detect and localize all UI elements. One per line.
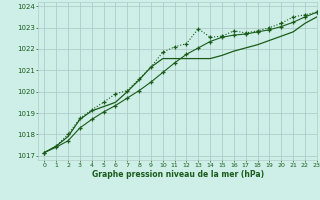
X-axis label: Graphe pression niveau de la mer (hPa): Graphe pression niveau de la mer (hPa) — [92, 170, 264, 179]
